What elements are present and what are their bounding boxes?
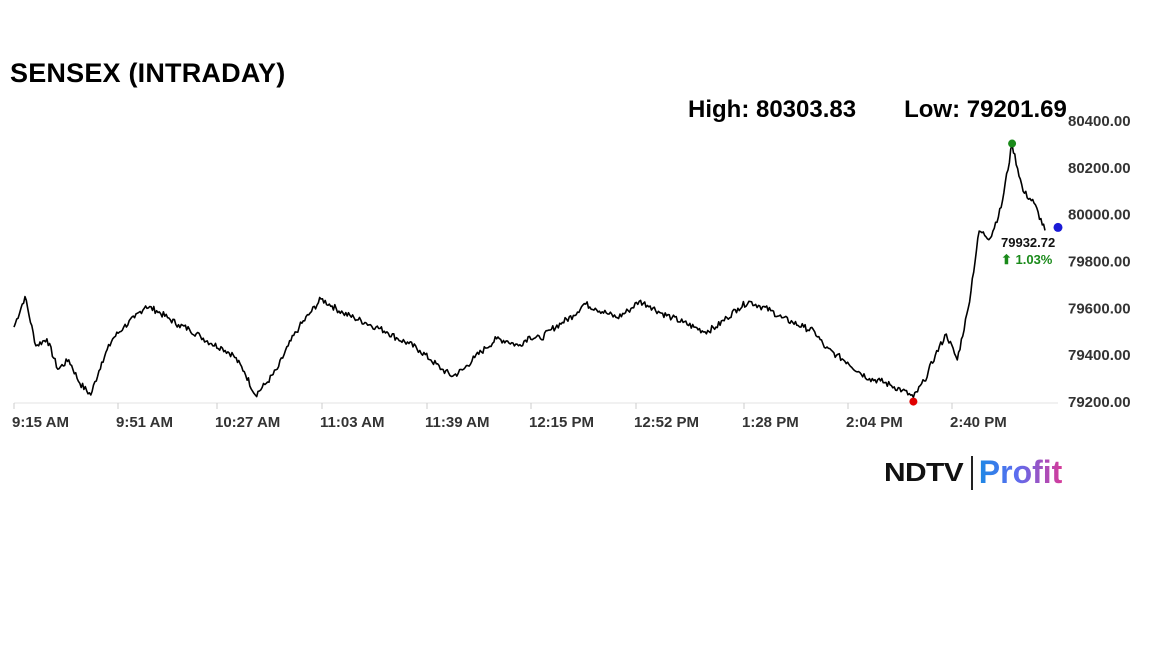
low-label: Low: 79201.69 [904, 96, 1067, 123]
brand-profit: Profit [978, 454, 1063, 490]
high-label: High: 80303.83 [688, 96, 857, 123]
x-tick-label: 2:40 PM [950, 414, 1007, 431]
y-tick-label: 80000.00 [1068, 207, 1131, 224]
y-axis: 80400.00 80200.00 80000.00 79800.00 79600.00… [1068, 113, 1131, 411]
x-tick-label: 11:39 AM [425, 414, 489, 431]
y-tick-label: 79200.00 [1068, 394, 1131, 411]
x-tick-label: 12:15 PM [529, 414, 594, 431]
price-line [13, 143, 1046, 399]
x-tick-label: 10:27 AM [215, 414, 280, 431]
x-axis: 9:15 AM 9:51 AM 10:27 AM 11:03 AM 11:39 AM 12… [12, 402, 1058, 431]
last-value-label: 79932.72 [1001, 235, 1055, 250]
x-tick-label: 11:03 AM [320, 414, 384, 431]
ndtv-profit-logo: NDTV Profit [884, 454, 1062, 491]
chart-title: SENSEX (INTRADAY) [10, 58, 286, 88]
x-tick-label: 12:52 PM [634, 414, 699, 431]
change-label: ⬆ 1.03% [1001, 252, 1053, 267]
high-marker [1008, 139, 1017, 148]
last-value-marker [1053, 222, 1063, 232]
y-tick-label: 79400.00 [1068, 347, 1131, 364]
brand-ndtv: NDTV [884, 457, 964, 487]
x-tick-label: 2:04 PM [846, 414, 903, 431]
y-tick-label: 80400.00 [1068, 113, 1131, 130]
y-tick-label: 79800.00 [1068, 254, 1131, 271]
y-tick-label: 79600.00 [1068, 300, 1131, 317]
x-tick-label: 9:51 AM [116, 414, 173, 431]
y-tick-label: 80200.00 [1068, 160, 1131, 177]
low-marker [909, 397, 918, 406]
x-tick-label: 1:28 PM [742, 414, 799, 431]
x-tick-label: 9:15 AM [12, 414, 69, 431]
brand-separator [970, 455, 973, 490]
high-low-summary: High: 80303.83 Low: 79201.69 [688, 96, 1067, 124]
